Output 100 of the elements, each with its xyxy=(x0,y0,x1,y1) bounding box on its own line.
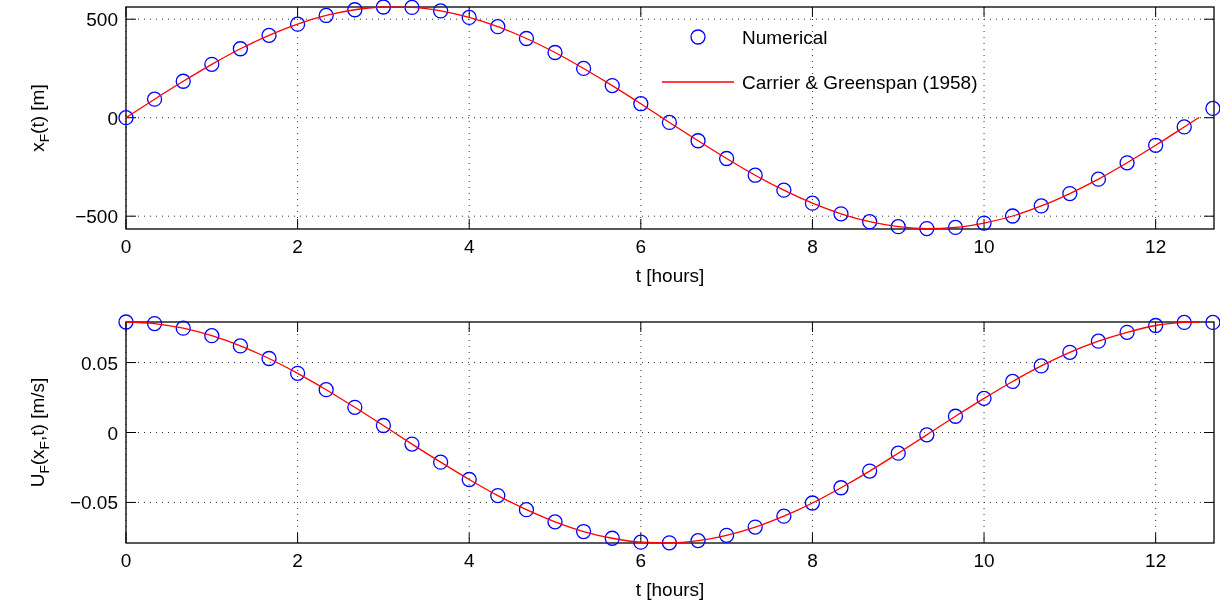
legend-label: Carrier & Greenspan (1958) xyxy=(742,72,978,93)
point xyxy=(404,0,420,16)
point xyxy=(232,338,249,354)
x-tick-label: 10 xyxy=(973,236,995,257)
point xyxy=(690,133,706,149)
point xyxy=(862,463,878,479)
point xyxy=(118,110,134,126)
point xyxy=(1004,373,1021,390)
x-tick-label: 8 xyxy=(807,550,818,571)
x-tick-label: 6 xyxy=(635,550,647,571)
point xyxy=(776,182,792,198)
x-tick-label: 2 xyxy=(292,550,303,571)
point xyxy=(1176,314,1192,331)
y-tick-label: −500 xyxy=(75,206,118,228)
point xyxy=(833,206,849,222)
point xyxy=(604,530,620,546)
point xyxy=(461,471,477,488)
point xyxy=(804,495,821,511)
point xyxy=(175,73,191,89)
point xyxy=(575,60,592,77)
point xyxy=(1033,198,1049,214)
y-tick-label: 0.05 xyxy=(81,352,118,374)
x-tick-label: 0 xyxy=(120,550,132,571)
point xyxy=(261,350,277,367)
point xyxy=(1148,317,1164,334)
point xyxy=(232,41,249,57)
point xyxy=(318,382,334,398)
point xyxy=(461,9,477,26)
point xyxy=(347,399,363,415)
point xyxy=(976,390,992,407)
point xyxy=(633,534,649,550)
x-tick-label: 2 xyxy=(292,236,303,257)
x-tick-label: 8 xyxy=(807,236,818,257)
point xyxy=(404,436,420,452)
y-tick-label: −0.05 xyxy=(69,492,118,514)
point xyxy=(547,514,563,530)
point xyxy=(204,56,220,72)
point xyxy=(433,454,449,470)
point xyxy=(718,527,735,543)
point xyxy=(604,77,620,94)
point xyxy=(1205,100,1220,117)
point xyxy=(547,44,563,61)
point xyxy=(890,218,906,235)
point xyxy=(947,219,964,236)
point xyxy=(661,535,678,551)
point xyxy=(175,320,191,336)
point xyxy=(347,2,363,18)
point xyxy=(204,328,220,344)
x-axis-title: t [hours] xyxy=(635,265,705,286)
point xyxy=(289,365,306,381)
point xyxy=(1119,155,1135,171)
x-tick-label: 12 xyxy=(1145,550,1167,571)
point xyxy=(833,480,849,496)
point xyxy=(776,508,792,524)
point xyxy=(1119,324,1135,340)
point xyxy=(890,445,906,461)
point xyxy=(118,314,134,330)
point xyxy=(318,7,334,24)
point xyxy=(1176,119,1192,135)
point xyxy=(1148,137,1164,153)
point xyxy=(919,427,935,443)
point xyxy=(633,96,649,112)
y-tick-label: 0 xyxy=(107,107,118,129)
x-tick-label: 10 xyxy=(973,550,995,571)
point xyxy=(433,3,449,19)
point xyxy=(976,215,992,231)
point xyxy=(1033,358,1049,374)
point xyxy=(375,417,392,434)
point xyxy=(375,0,392,15)
point xyxy=(261,27,277,44)
y-tick-label: 500 xyxy=(86,9,118,31)
point xyxy=(747,167,763,183)
point xyxy=(575,523,592,540)
x-tick-label: 12 xyxy=(1145,236,1167,257)
point xyxy=(1090,171,1107,187)
x-tick-label: 0 xyxy=(120,236,132,257)
point xyxy=(1205,314,1220,331)
point xyxy=(146,91,163,107)
x-axis-title: t [hours] xyxy=(635,579,705,600)
point xyxy=(718,150,735,167)
point xyxy=(518,502,535,518)
point xyxy=(1004,208,1021,224)
y-tick-label: 0 xyxy=(107,422,118,444)
point xyxy=(862,214,878,230)
point xyxy=(146,315,163,332)
point xyxy=(289,16,306,32)
point xyxy=(1062,185,1078,202)
point xyxy=(804,195,821,211)
point xyxy=(690,532,706,549)
point xyxy=(490,19,506,35)
point xyxy=(518,30,535,47)
x-tick-label: 6 xyxy=(635,236,647,257)
x-tick-label: 4 xyxy=(463,550,475,571)
point xyxy=(947,408,964,424)
point xyxy=(747,519,763,535)
x-tick-label: 4 xyxy=(463,236,475,257)
point xyxy=(1090,333,1107,349)
point xyxy=(661,114,678,131)
legend-label: Numerical xyxy=(742,27,828,48)
point xyxy=(919,220,935,237)
